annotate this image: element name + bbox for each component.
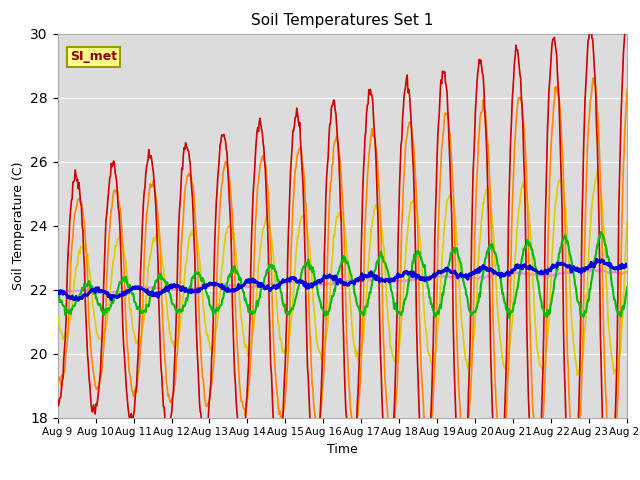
X-axis label: Time: Time — [327, 443, 358, 456]
Title: Soil Temperatures Set 1: Soil Temperatures Set 1 — [252, 13, 433, 28]
Y-axis label: Soil Temperature (C): Soil Temperature (C) — [12, 161, 24, 290]
Text: SI_met: SI_met — [70, 50, 117, 63]
